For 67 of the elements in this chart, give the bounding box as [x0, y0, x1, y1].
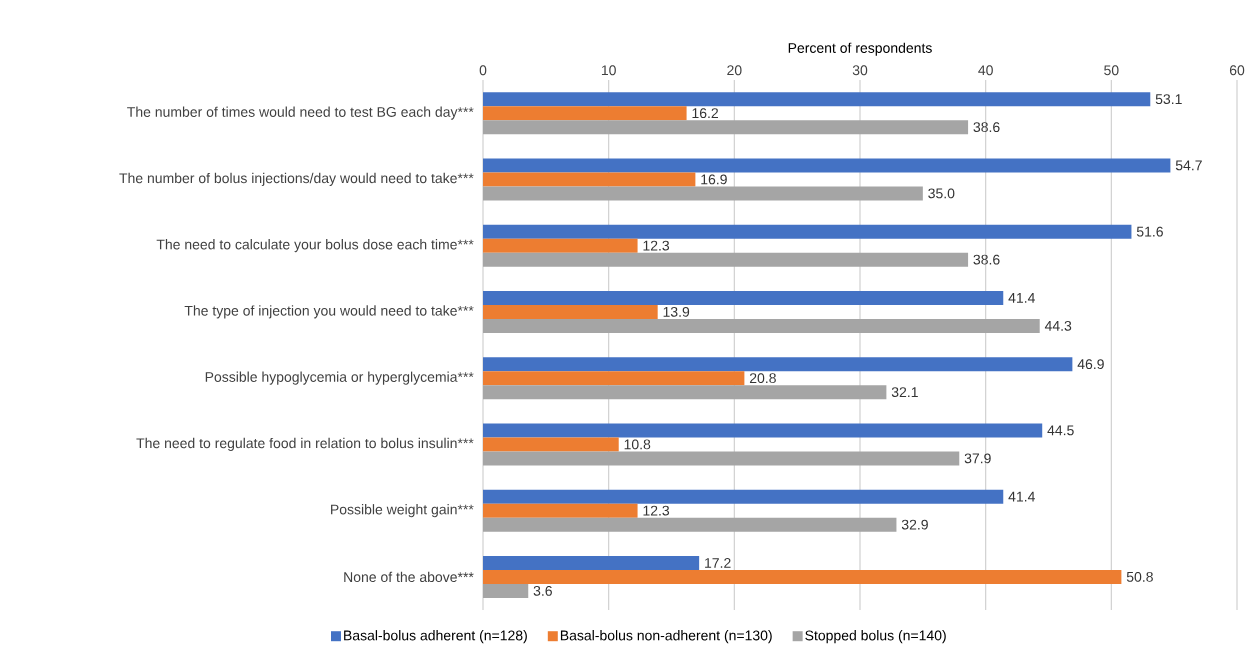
bar [483, 423, 1043, 438]
bar [483, 357, 1073, 372]
y-tick-label: The type of injection you would need to take*** [184, 305, 474, 319]
data-label: 20.8 [749, 373, 776, 384]
x-tick-label: 10 [601, 65, 616, 76]
data-label: 51.6 [1136, 226, 1163, 237]
bar [483, 517, 897, 532]
x-tick-label: 20 [727, 65, 742, 76]
x-axis-title: Percent of respondents [788, 42, 932, 56]
data-label: 53.1 [1155, 94, 1182, 105]
data-label: 37.9 [964, 453, 991, 464]
bar [483, 318, 1040, 333]
x-tick-label: 0 [479, 65, 487, 76]
bar [483, 503, 638, 518]
bar [483, 489, 1004, 504]
legend-label: Basal-bolus adherent (n=128) [344, 630, 527, 644]
data-label: 54.7 [1175, 160, 1202, 171]
bar [483, 252, 969, 267]
x-tick-label: 60 [1229, 65, 1245, 76]
x-tick-label: 30 [852, 65, 868, 76]
y-tick-label: The need to regulate food in relation to bolus insulin*** [136, 437, 474, 451]
y-tick-label: Possible weight gain*** [331, 504, 474, 518]
data-label: 44.5 [1047, 425, 1074, 436]
data-label: 10.8 [624, 439, 651, 450]
x-tick-label: 50 [1104, 65, 1119, 76]
bar [483, 451, 960, 466]
bar [483, 583, 529, 598]
data-label: 16.2 [692, 108, 718, 119]
bar [483, 186, 923, 201]
data-label: 12.3 [643, 505, 670, 516]
data-label: 13.9 [663, 306, 690, 317]
data-label: 17.2 [705, 557, 731, 568]
bar [483, 238, 638, 253]
bar [483, 224, 1132, 239]
data-label: 35.0 [928, 188, 955, 199]
data-label: 44.3 [1044, 320, 1072, 331]
legend-label: Basal-bolus non-adherent (n=130) [560, 630, 772, 644]
bar [483, 569, 1122, 584]
data-label: 16.9 [701, 174, 727, 185]
y-tick-label: The number of times would need to test BG each day*** [127, 106, 474, 120]
data-label: 50.8 [1126, 571, 1153, 582]
bar [483, 437, 619, 452]
data-label: 46.9 [1077, 359, 1104, 370]
bar [483, 290, 1004, 305]
data-label: 32.9 [901, 519, 928, 530]
data-label: 41.4 [1008, 491, 1035, 502]
bar [483, 172, 696, 187]
bar [483, 120, 969, 135]
legend-label: Stopped bolus (n=140) [805, 630, 946, 644]
data-label: 3.6 [533, 585, 552, 596]
bar [483, 92, 1151, 107]
data-label: 32.1 [891, 387, 918, 398]
x-tick-label: 40 [978, 65, 993, 76]
bar [483, 371, 745, 386]
data-label: 12.3 [643, 240, 670, 251]
bar [483, 555, 700, 570]
bar [483, 304, 658, 319]
data-label: 38.6 [973, 122, 1000, 133]
y-tick-label: The need to calculate your bolus dose each time*** [156, 239, 474, 253]
data-label: 38.6 [973, 254, 1000, 265]
y-tick-label: The number of bolus injections/day would need to take*** [119, 172, 474, 186]
data-label: 41.4 [1008, 293, 1035, 303]
y-tick-label: Possible hypoglycemia or hyperglycemia*** [205, 371, 474, 385]
bar [483, 158, 1171, 173]
bar [483, 106, 687, 121]
y-tick-label: None of the above*** [344, 571, 474, 583]
bar [483, 385, 887, 400]
